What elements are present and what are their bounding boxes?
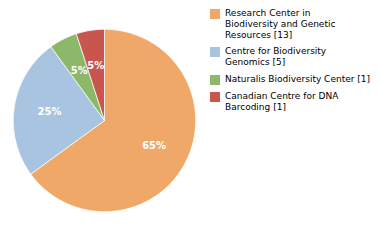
html-text:Research Center in Biodiversit: Research Center in Biodiversity and Gene…: [225, 8, 336, 40]
svg-text:65%: 65%: [142, 140, 166, 151]
html-text:Centre for Biodiversity Genomi: Centre for Biodiversity Genomics [5]: [225, 46, 327, 68]
html-text:Naturalis Biodiversity Center: Naturalis Biodiversity Center [1]: [225, 74, 370, 84]
svg-text:5%: 5%: [71, 65, 88, 76]
svg-text:25%: 25%: [38, 106, 62, 117]
svg-text:5%: 5%: [87, 60, 104, 71]
html-text:Canadian Centre for DNA Barcod: Canadian Centre for DNA Barcoding [1]: [225, 91, 339, 112]
